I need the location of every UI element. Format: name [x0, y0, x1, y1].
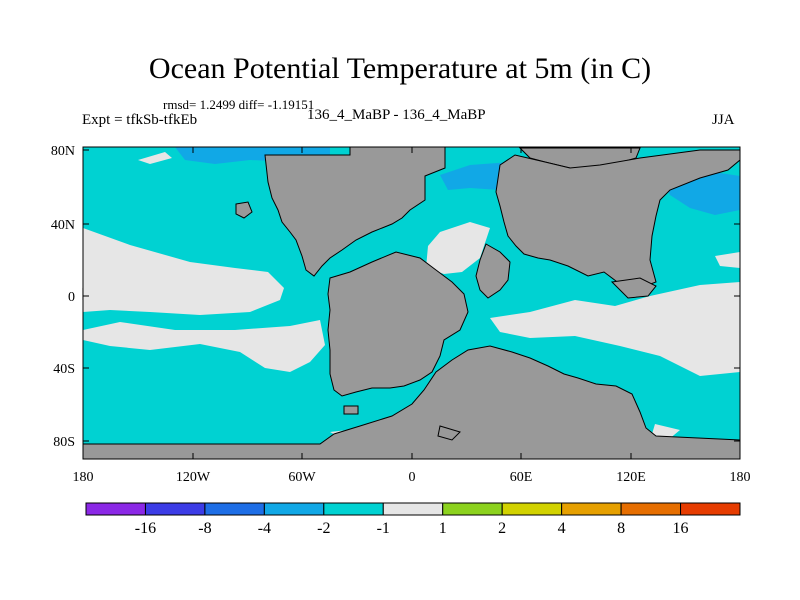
- season-label: JJA: [712, 112, 735, 128]
- colorbar-label: 4: [558, 520, 566, 537]
- colorbar-segment: [382, 502, 444, 516]
- y-tick-label: 80S: [53, 435, 75, 450]
- colorbar-label: 8: [617, 520, 625, 537]
- rmsd-value: 1.2499: [199, 97, 236, 112]
- colorbar-segment: [620, 502, 682, 516]
- anomaly-region: [83, 320, 325, 372]
- colorbar-segment: [144, 502, 206, 516]
- diff-label: diff=: [238, 97, 265, 112]
- y-tick-label: 40S: [53, 362, 75, 377]
- anomaly-region: [83, 228, 284, 315]
- land-eurasia: [495, 149, 741, 289]
- colorbar-label: 1: [439, 520, 447, 537]
- y-axis: 80N 40N 0 40S 80S: [51, 144, 740, 450]
- colorbar-label: -2: [317, 520, 330, 537]
- x-tick-label: 0: [409, 470, 416, 485]
- y-tick-label: 0: [68, 290, 75, 305]
- y-tick-label: 80N: [51, 144, 75, 159]
- colorbar-label: -4: [258, 520, 271, 537]
- diff-value: -1.19151: [267, 97, 315, 112]
- y-tick-label: 40N: [51, 218, 75, 233]
- x-tick-label: 60E: [510, 470, 533, 485]
- colorbar-segment: [680, 502, 741, 516]
- colorbar-label: 2: [498, 520, 506, 537]
- colorbar-label: -16: [135, 520, 156, 537]
- land-island: [610, 277, 657, 299]
- anomaly-region: [490, 282, 740, 376]
- land-north-america: [264, 146, 446, 277]
- x-tick-label: 120W: [176, 470, 211, 485]
- colorbar-segment: [561, 502, 622, 516]
- center-label: 136_4_MaBP - 136_4_MaBP: [307, 107, 486, 123]
- anomaly-region: [426, 222, 490, 274]
- x-tick-label: 180: [73, 470, 94, 485]
- anomaly-region: [715, 252, 740, 268]
- colorbar-segment: [85, 502, 146, 516]
- anomaly-region: [138, 152, 172, 164]
- land-island: [235, 201, 253, 219]
- colorbar-segment: [442, 502, 503, 516]
- colorbar: -16 -8 -4 -2 -1 1 2 4 8 16: [85, 502, 741, 537]
- colorbar-segment: [204, 502, 265, 516]
- stats-line: rmsd= 1.2499 diff= -1.19151: [163, 97, 314, 113]
- map-plot: [82, 146, 741, 460]
- colorbar-segment: [323, 502, 384, 516]
- x-tick-label: 180: [730, 470, 751, 485]
- colorbar-label: -1: [377, 520, 390, 537]
- colorbar-label: -8: [198, 520, 211, 537]
- expt-label: Expt = tfkSb-tfkEb: [82, 112, 198, 128]
- colorbar-label: 16: [673, 520, 689, 537]
- land-island: [437, 425, 461, 441]
- colorbar-segment: [501, 502, 563, 516]
- plot-title: Ocean Potential Temperature at 5m (in C): [148, 52, 652, 85]
- land-antarctica: [82, 345, 741, 460]
- x-tick-label: 60W: [288, 470, 316, 485]
- land-africa: [475, 243, 511, 299]
- land-island: [343, 405, 359, 415]
- rmsd-label: rmsd=: [163, 97, 197, 112]
- land-south-america: [327, 251, 469, 397]
- colorbar-segment: [263, 502, 325, 516]
- x-tick-label: 120E: [616, 470, 646, 485]
- land-masses: [82, 146, 741, 460]
- x-axis: 180 120W 60W 0 60E 120E 180: [73, 147, 751, 485]
